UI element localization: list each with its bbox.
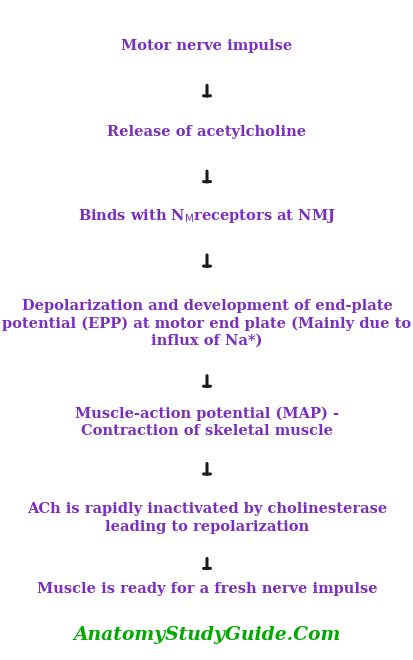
Text: AnatomyStudyGuide.Com: AnatomyStudyGuide.Com [73,626,340,644]
Text: ACh is rapidly inactivated by cholinesterase
leading to repolarization: ACh is rapidly inactivated by cholineste… [27,502,386,534]
Text: Muscle-action potential (MAP) -
Contraction of skeletal muscle: Muscle-action potential (MAP) - Contract… [75,407,338,438]
Text: Motor nerve impulse: Motor nerve impulse [121,39,292,53]
Text: Depolarization and development of end-plate
potential (EPP) at motor end plate (: Depolarization and development of end-pl… [2,299,411,348]
Text: Release of acetylcholine: Release of acetylcholine [107,125,306,139]
Text: Binds with N$_\mathsf{M}$receptors at NMJ: Binds with N$_\mathsf{M}$receptors at NM… [78,207,335,226]
Text: Muscle is ready for a fresh nerve impulse: Muscle is ready for a fresh nerve impuls… [37,581,376,596]
